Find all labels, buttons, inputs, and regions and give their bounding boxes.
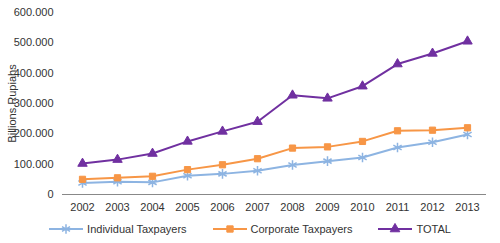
svg-text:2007: 2007 — [245, 201, 269, 213]
svg-text:200.000: 200.000 — [14, 127, 54, 139]
svg-text:500.000: 500.000 — [14, 36, 54, 48]
svg-text:2011: 2011 — [386, 201, 410, 213]
svg-text:Billions Rupiahs: Billions Rupiahs — [6, 64, 18, 143]
svg-text:100.000: 100.000 — [14, 158, 54, 170]
svg-text:300.000: 300.000 — [14, 97, 54, 109]
svg-text:2005: 2005 — [175, 201, 199, 213]
svg-text:0: 0 — [47, 188, 53, 200]
html-text:Corporate Taxpayers: Corporate Taxpayers — [250, 223, 353, 235]
html-text:TOTAL: TOTAL — [416, 223, 451, 235]
html-text:Individual Taxpayers: Individual Taxpayers — [87, 223, 187, 235]
svg-text:2008: 2008 — [280, 201, 304, 213]
svg-text:2006: 2006 — [210, 201, 234, 213]
svg-text:400.000: 400.000 — [14, 67, 54, 79]
svg-text:2012: 2012 — [420, 201, 444, 213]
svg-text:600.000: 600.000 — [14, 6, 54, 18]
svg-text:2003: 2003 — [105, 201, 129, 213]
svg-text:2013: 2013 — [455, 201, 479, 213]
svg-text:2009: 2009 — [315, 201, 339, 213]
svg-text:2002: 2002 — [70, 201, 94, 213]
svg-text:2004: 2004 — [140, 201, 164, 213]
svg-text:2010: 2010 — [350, 201, 374, 213]
